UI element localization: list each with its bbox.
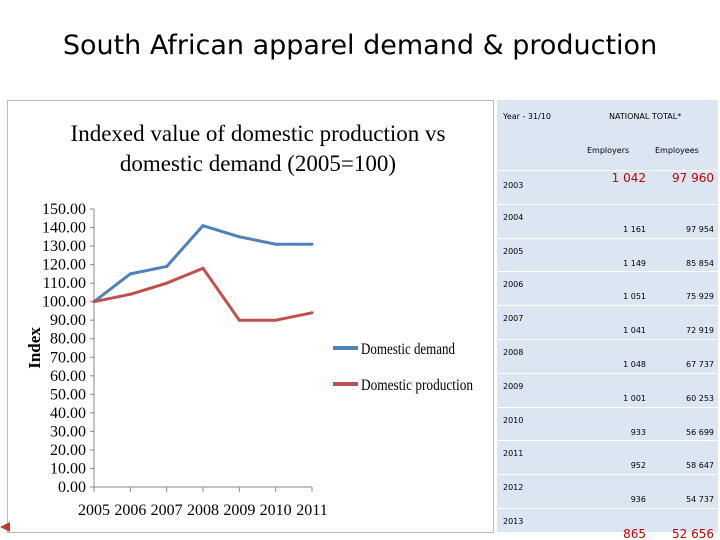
row-year: 2010 bbox=[503, 415, 524, 425]
table-row: 2003 1 042 97 960 bbox=[497, 170, 718, 202]
x-tick-label: 2009 bbox=[223, 502, 255, 519]
row-employers: 865 bbox=[623, 527, 646, 540]
row-employers: 1 161 bbox=[623, 224, 646, 234]
row-employers: 936 bbox=[630, 495, 646, 505]
y-tick-label: 120.00 bbox=[42, 257, 86, 274]
x-tick-label: 2007 bbox=[151, 502, 183, 519]
employers-header: Employers bbox=[587, 146, 630, 155]
row-employees: 60 253 bbox=[686, 393, 714, 403]
row-employees: 54 737 bbox=[686, 495, 714, 505]
row-year: 2008 bbox=[503, 348, 524, 357]
row-employees: 97 954 bbox=[686, 224, 714, 234]
table-row: 2008 1 048 67 737 bbox=[497, 339, 718, 371]
data-point bbox=[201, 224, 205, 228]
row-year: 2013 bbox=[503, 517, 524, 526]
data-point bbox=[274, 318, 278, 322]
row-employers: 1 001 bbox=[623, 393, 646, 403]
x-tick-label: 2005 bbox=[78, 502, 110, 519]
table-header bbox=[497, 100, 718, 132]
row-year: 2004 bbox=[503, 212, 524, 222]
slide-marker-icon bbox=[0, 522, 10, 532]
table-row: 2006 1 051 75 929 bbox=[497, 271, 718, 303]
y-tick-label: 130.00 bbox=[42, 238, 86, 255]
legend-label: Domestic demand bbox=[361, 341, 455, 358]
row-employers: 933 bbox=[630, 427, 646, 437]
row-employers: 1 042 bbox=[611, 171, 646, 185]
table-row: 2004 1 161 97 954 bbox=[497, 203, 718, 236]
y-tick-label: 60.00 bbox=[50, 368, 86, 385]
table-row: 2012 936 54 737 bbox=[497, 474, 718, 506]
y-tick-label: 150.00 bbox=[42, 201, 86, 218]
row-year: 2009 bbox=[503, 381, 524, 391]
table-subheader bbox=[497, 132, 718, 170]
line-chart: Indexed value of domestic production vs … bbox=[7, 100, 494, 533]
table-row: 2007 1 041 72 919 bbox=[497, 305, 718, 337]
series-line-domestic-demand bbox=[93, 224, 312, 303]
data-point bbox=[128, 272, 132, 276]
slide-title: South African apparel demand & productio… bbox=[62, 30, 658, 61]
legend-label: Domestic production bbox=[361, 377, 473, 394]
data-point bbox=[128, 292, 132, 296]
y-tick-label: 80.00 bbox=[50, 331, 86, 348]
y-tick-label: 30.00 bbox=[50, 423, 86, 440]
row-employees: 67 737 bbox=[686, 360, 714, 369]
y-tick-label: 50.00 bbox=[50, 386, 86, 403]
data-point bbox=[237, 235, 241, 239]
employees-header: Employees bbox=[655, 146, 699, 155]
row-year: 2007 bbox=[503, 314, 524, 324]
row-employees: 85 854 bbox=[686, 258, 714, 268]
row-employees: 52 656 bbox=[672, 527, 714, 540]
y-tick-label: 20.00 bbox=[50, 442, 86, 459]
y-tick-label: 0.00 bbox=[58, 479, 86, 496]
row-employees: 58 647 bbox=[686, 461, 714, 471]
national-total-header: NATIONAL TOTAL* bbox=[609, 112, 682, 121]
data-point bbox=[165, 281, 169, 285]
row-employers: 1 041 bbox=[623, 326, 646, 336]
row-year: 2006 bbox=[503, 280, 524, 290]
table-row: 2011 952 58 647 bbox=[497, 440, 718, 472]
table-row: 2010 933 56 699 bbox=[497, 406, 718, 439]
row-year: 2012 bbox=[503, 483, 524, 493]
data-point bbox=[201, 266, 205, 270]
row-employers: 1 051 bbox=[623, 292, 646, 302]
data-point bbox=[274, 242, 278, 246]
y-tick-label: 10.00 bbox=[50, 460, 86, 477]
row-employees: 56 699 bbox=[686, 427, 714, 437]
y-tick-label: 90.00 bbox=[50, 312, 86, 329]
y-tick-label: 40.00 bbox=[50, 405, 86, 422]
row-employers: 952 bbox=[630, 461, 646, 471]
row-employees: 72 919 bbox=[686, 326, 714, 336]
x-tick-label: 2011 bbox=[296, 502, 327, 519]
table-row: 2009 1 001 60 253 bbox=[497, 372, 718, 405]
data-point bbox=[165, 264, 169, 268]
y-tick-label: 140.00 bbox=[42, 220, 86, 237]
data-point bbox=[237, 318, 241, 322]
row-year: 2011 bbox=[503, 449, 524, 459]
y-tick-label: 100.00 bbox=[42, 294, 86, 311]
row-employers: 1 149 bbox=[623, 258, 646, 268]
table-row: 2013 865 52 656 bbox=[497, 508, 718, 540]
chart-title-line-2: domestic demand (2005=100) bbox=[119, 151, 397, 176]
y-axis-label: Index bbox=[25, 327, 44, 369]
x-tick-label: 2008 bbox=[187, 502, 219, 519]
y-tick-label: 110.00 bbox=[43, 275, 86, 292]
row-employers: 1 048 bbox=[623, 360, 646, 369]
data-point bbox=[310, 311, 314, 315]
row-employees: 97 960 bbox=[672, 171, 714, 185]
chart-title: Indexed value of domestic production vs … bbox=[38, 119, 478, 179]
y-tick-label: 70.00 bbox=[50, 349, 86, 366]
table-row: 2005 1 149 85 854 bbox=[497, 237, 718, 270]
data-point bbox=[310, 242, 314, 246]
row-employees: 75 929 bbox=[686, 292, 714, 302]
employment-table: Year - 31/10 NATIONAL TOTAL* Employers E… bbox=[497, 100, 718, 540]
year-header: Year - 31/10 bbox=[503, 112, 551, 121]
chart-title-line-1: Indexed value of domestic production vs bbox=[70, 121, 446, 146]
row-year: 2005 bbox=[503, 246, 524, 256]
data-point bbox=[92, 300, 96, 304]
row-year: 2003 bbox=[503, 181, 524, 190]
x-tick-label: 2010 bbox=[260, 502, 292, 519]
x-tick-label: 2006 bbox=[114, 502, 146, 519]
